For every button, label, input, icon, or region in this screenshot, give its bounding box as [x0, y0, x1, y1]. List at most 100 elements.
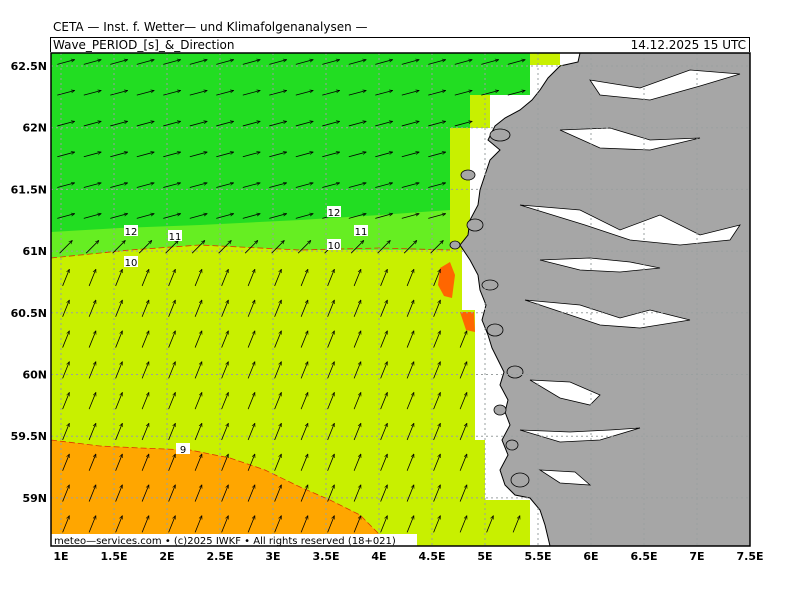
direction-arrow — [454, 60, 472, 65]
direction-arrow — [433, 331, 441, 348]
direction-arrow — [353, 300, 361, 317]
contour-label-background — [124, 225, 138, 236]
direction-arrow — [350, 240, 364, 254]
direction-arrow — [401, 121, 419, 127]
direction-arrow — [194, 300, 202, 317]
direction-arrow — [194, 423, 202, 441]
direction-arrow — [295, 214, 313, 219]
direction-arrow — [163, 90, 180, 96]
direction-arrow — [406, 516, 414, 533]
direction-arrow — [136, 152, 154, 158]
longitude-axis: 1E 1.5E 2E 2.5E 3E 3.5E 4E 4.5E 5E 5.5E 6E 6.5E 7E 7.… — [53, 550, 763, 563]
longitude-tick-label: 6.5E — [630, 550, 657, 563]
direction-arrow — [353, 269, 361, 287]
direction-arrow — [380, 362, 388, 379]
direction-arrow — [242, 90, 260, 96]
latitude-tick-label: 62.5N — [11, 60, 47, 73]
direction-arrow — [486, 516, 494, 533]
map-frame — [50, 52, 751, 547]
direction-arrow — [380, 423, 388, 441]
direction-arrow — [88, 269, 96, 287]
direction-arrow — [247, 392, 255, 410]
latitude-tick-label: 61.5N — [11, 183, 47, 196]
direction-arrow — [163, 60, 180, 65]
contour-label-background — [354, 225, 368, 236]
direction-arrow — [62, 454, 70, 471]
direction-arrow — [136, 121, 154, 127]
direction-arrow — [271, 240, 285, 254]
direction-arrow — [189, 60, 207, 65]
direction-arrow — [57, 90, 74, 96]
contour-label: 12 — [328, 208, 341, 219]
direction-arrow — [165, 240, 179, 254]
latitude-tick-label: 61N — [22, 245, 47, 258]
direction-arrow — [216, 152, 233, 158]
direction-arrow — [274, 423, 282, 441]
direction-arrow — [88, 423, 96, 441]
direction-arrow — [380, 516, 388, 533]
direction-arrow — [242, 152, 260, 158]
wave-direction-arrows — [57, 60, 525, 533]
direction-arrow — [221, 300, 229, 317]
direction-arrow — [274, 516, 282, 533]
parameter-label: Wave_PERIOD_[s]_&_Direction — [53, 38, 235, 52]
direction-arrow — [83, 183, 101, 188]
direction-arrow — [59, 240, 73, 254]
direction-arrow — [62, 362, 70, 379]
direction-arrow — [300, 362, 308, 379]
contour-label: 9 — [180, 445, 186, 456]
direction-arrow — [353, 485, 361, 502]
direction-arrow — [327, 300, 335, 317]
direction-arrow — [189, 183, 207, 188]
direction-arrow — [430, 240, 444, 254]
direction-arrow — [353, 362, 361, 379]
direction-arrow — [115, 392, 123, 410]
direction-arrow — [375, 121, 392, 127]
direction-arrow — [244, 240, 258, 254]
valid-time: 14.12.2025 15 UTC — [630, 38, 746, 52]
direction-arrow — [297, 240, 311, 254]
contour-label-background — [327, 206, 341, 217]
direction-arrow — [375, 214, 392, 219]
direction-arrow — [274, 485, 282, 502]
direction-arrow — [433, 269, 441, 287]
direction-arrow — [377, 240, 391, 254]
direction-arrow — [115, 331, 123, 348]
direction-arrow — [57, 60, 74, 65]
direction-arrow — [110, 152, 127, 158]
direction-arrow — [401, 90, 419, 96]
direction-arrow — [141, 300, 149, 317]
latitude-axis: 62.5N 62N 61.5N 61N 60.5N 60N 59.5N 59N — [11, 60, 47, 505]
direction-arrow — [221, 454, 229, 471]
direction-arrow — [247, 300, 255, 317]
direction-arrow — [62, 485, 70, 502]
direction-arrow — [141, 454, 149, 471]
direction-arrow — [115, 269, 123, 287]
direction-arrow — [242, 121, 260, 127]
direction-arrow — [406, 485, 414, 502]
direction-arrow — [62, 516, 70, 533]
contour-label: 10 — [328, 241, 341, 252]
direction-arrow — [353, 454, 361, 471]
direction-arrow — [327, 516, 335, 533]
direction-arrow — [512, 516, 520, 533]
direction-arrow — [216, 90, 233, 96]
direction-arrow — [348, 90, 366, 96]
direction-arrow — [194, 331, 202, 348]
direction-arrow — [216, 183, 233, 188]
direction-arrow — [507, 60, 525, 65]
direction-arrow — [380, 454, 388, 471]
direction-arrow — [110, 90, 127, 96]
direction-arrow — [295, 121, 313, 127]
direction-arrow — [247, 485, 255, 502]
direction-arrow — [375, 152, 392, 158]
direction-arrow — [428, 152, 445, 158]
direction-arrow — [295, 183, 313, 188]
direction-arrow — [141, 269, 149, 287]
direction-arrow — [348, 214, 366, 219]
direction-arrow — [406, 454, 414, 471]
direction-arrow — [112, 240, 126, 254]
direction-arrow — [481, 90, 498, 96]
direction-arrow — [327, 454, 335, 471]
